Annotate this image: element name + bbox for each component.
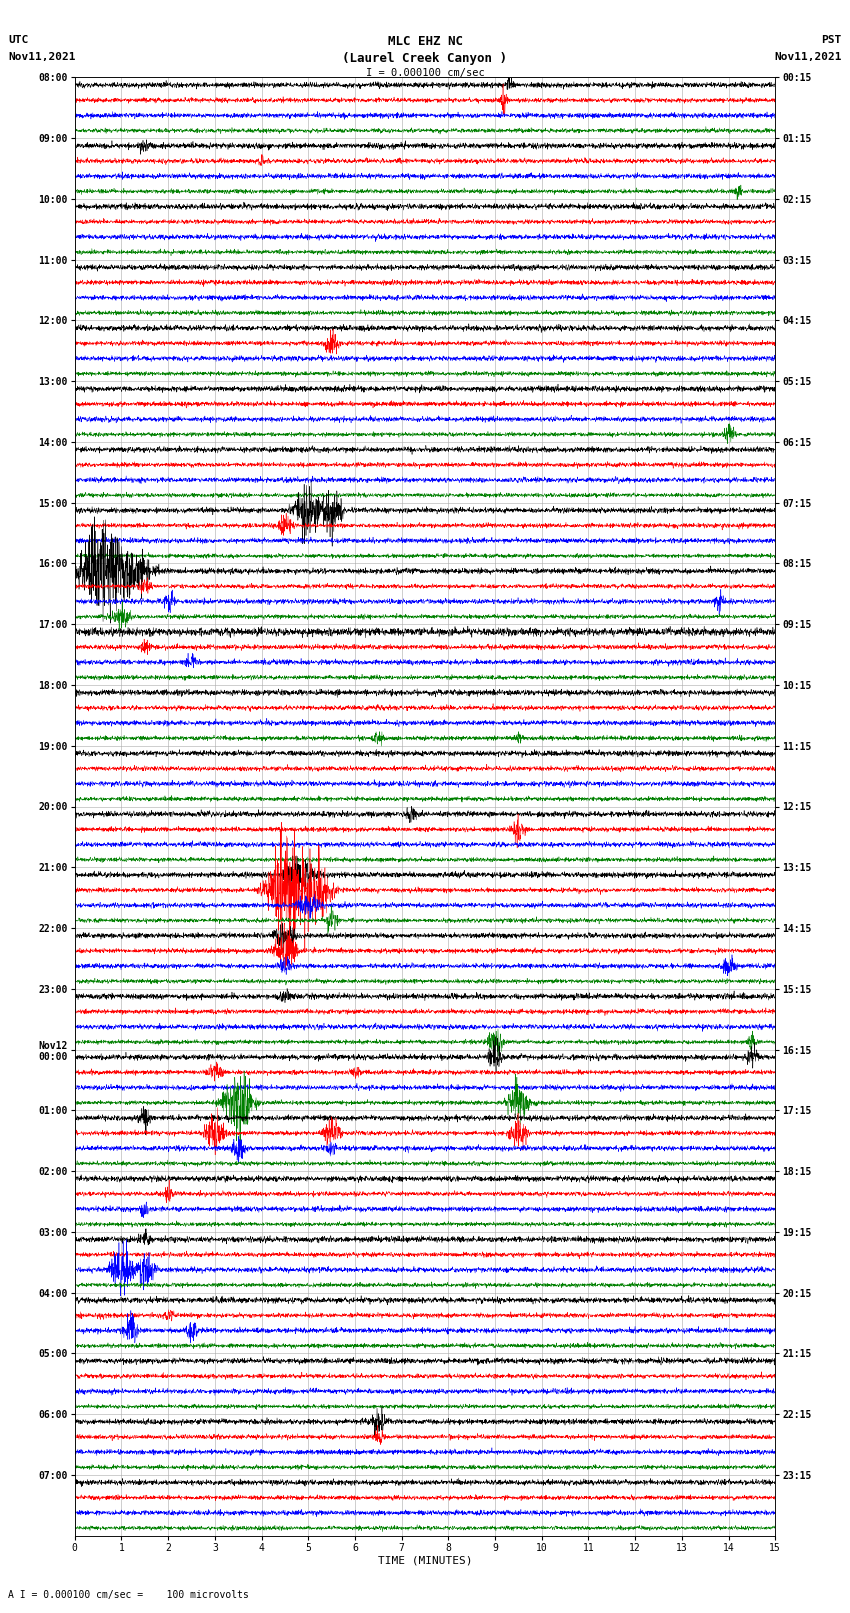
Text: UTC: UTC [8,35,29,45]
Text: PST: PST [821,35,842,45]
Text: A I = 0.000100 cm/sec =    100 microvolts: A I = 0.000100 cm/sec = 100 microvolts [8,1590,249,1600]
Text: I = 0.000100 cm/sec: I = 0.000100 cm/sec [366,68,484,77]
Text: (Laurel Creek Canyon ): (Laurel Creek Canyon ) [343,52,507,65]
Text: Nov11,2021: Nov11,2021 [774,52,842,61]
X-axis label: TIME (MINUTES): TIME (MINUTES) [377,1555,473,1565]
Text: Nov11,2021: Nov11,2021 [8,52,76,61]
Text: MLC EHZ NC: MLC EHZ NC [388,35,462,48]
